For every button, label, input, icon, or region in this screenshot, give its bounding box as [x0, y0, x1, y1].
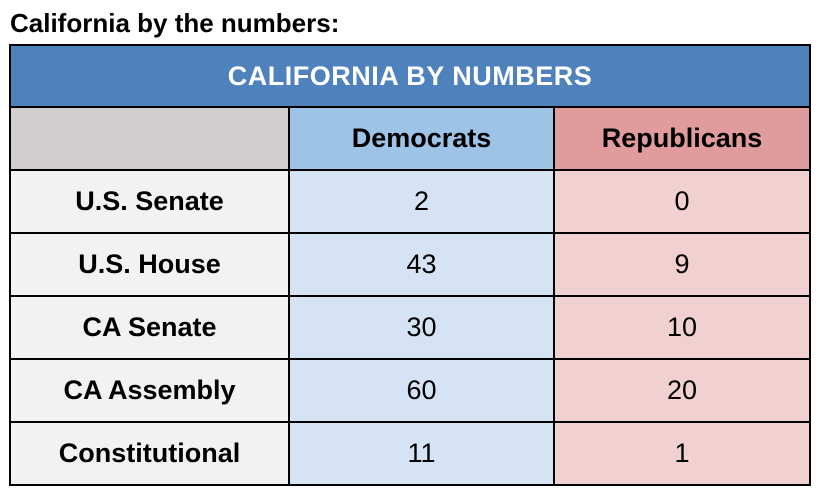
republicans-value: 1 — [553, 421, 811, 486]
row-label: U.S. Senate — [9, 169, 290, 234]
republicans-value: 10 — [553, 295, 811, 360]
header-democrats: Democrats — [288, 106, 555, 171]
row-label: CA Senate — [9, 295, 290, 360]
democrats-value: 43 — [288, 232, 555, 297]
header-republicans: Republicans — [553, 106, 811, 171]
california-numbers-table: CALIFORNIA BY NUMBERS Democrats Republic… — [9, 44, 811, 486]
republicans-value: 0 — [553, 169, 811, 234]
row-label: Constitutional — [9, 421, 290, 486]
header-blank-cell — [9, 106, 290, 171]
row-label: U.S. House — [9, 232, 290, 297]
democrats-value: 30 — [288, 295, 555, 360]
header-row: Democrats Republicans — [9, 106, 811, 171]
table-row: U.S. Senate 2 0 — [9, 169, 811, 234]
republicans-value: 20 — [553, 358, 811, 423]
row-label: CA Assembly — [9, 358, 290, 423]
table-row: U.S. House 43 9 — [9, 232, 811, 297]
table-row: CA Assembly 60 20 — [9, 358, 811, 423]
democrats-value: 11 — [288, 421, 555, 486]
page-heading: California by the numbers: — [10, 8, 340, 38]
democrats-value: 2 — [288, 169, 555, 234]
table-title: CALIFORNIA BY NUMBERS — [9, 44, 811, 108]
democrats-value: 60 — [288, 358, 555, 423]
table-row: Constitutional 11 1 — [9, 421, 811, 486]
title-row: CALIFORNIA BY NUMBERS — [9, 44, 811, 108]
table-row: CA Senate 30 10 — [9, 295, 811, 360]
republicans-value: 9 — [553, 232, 811, 297]
